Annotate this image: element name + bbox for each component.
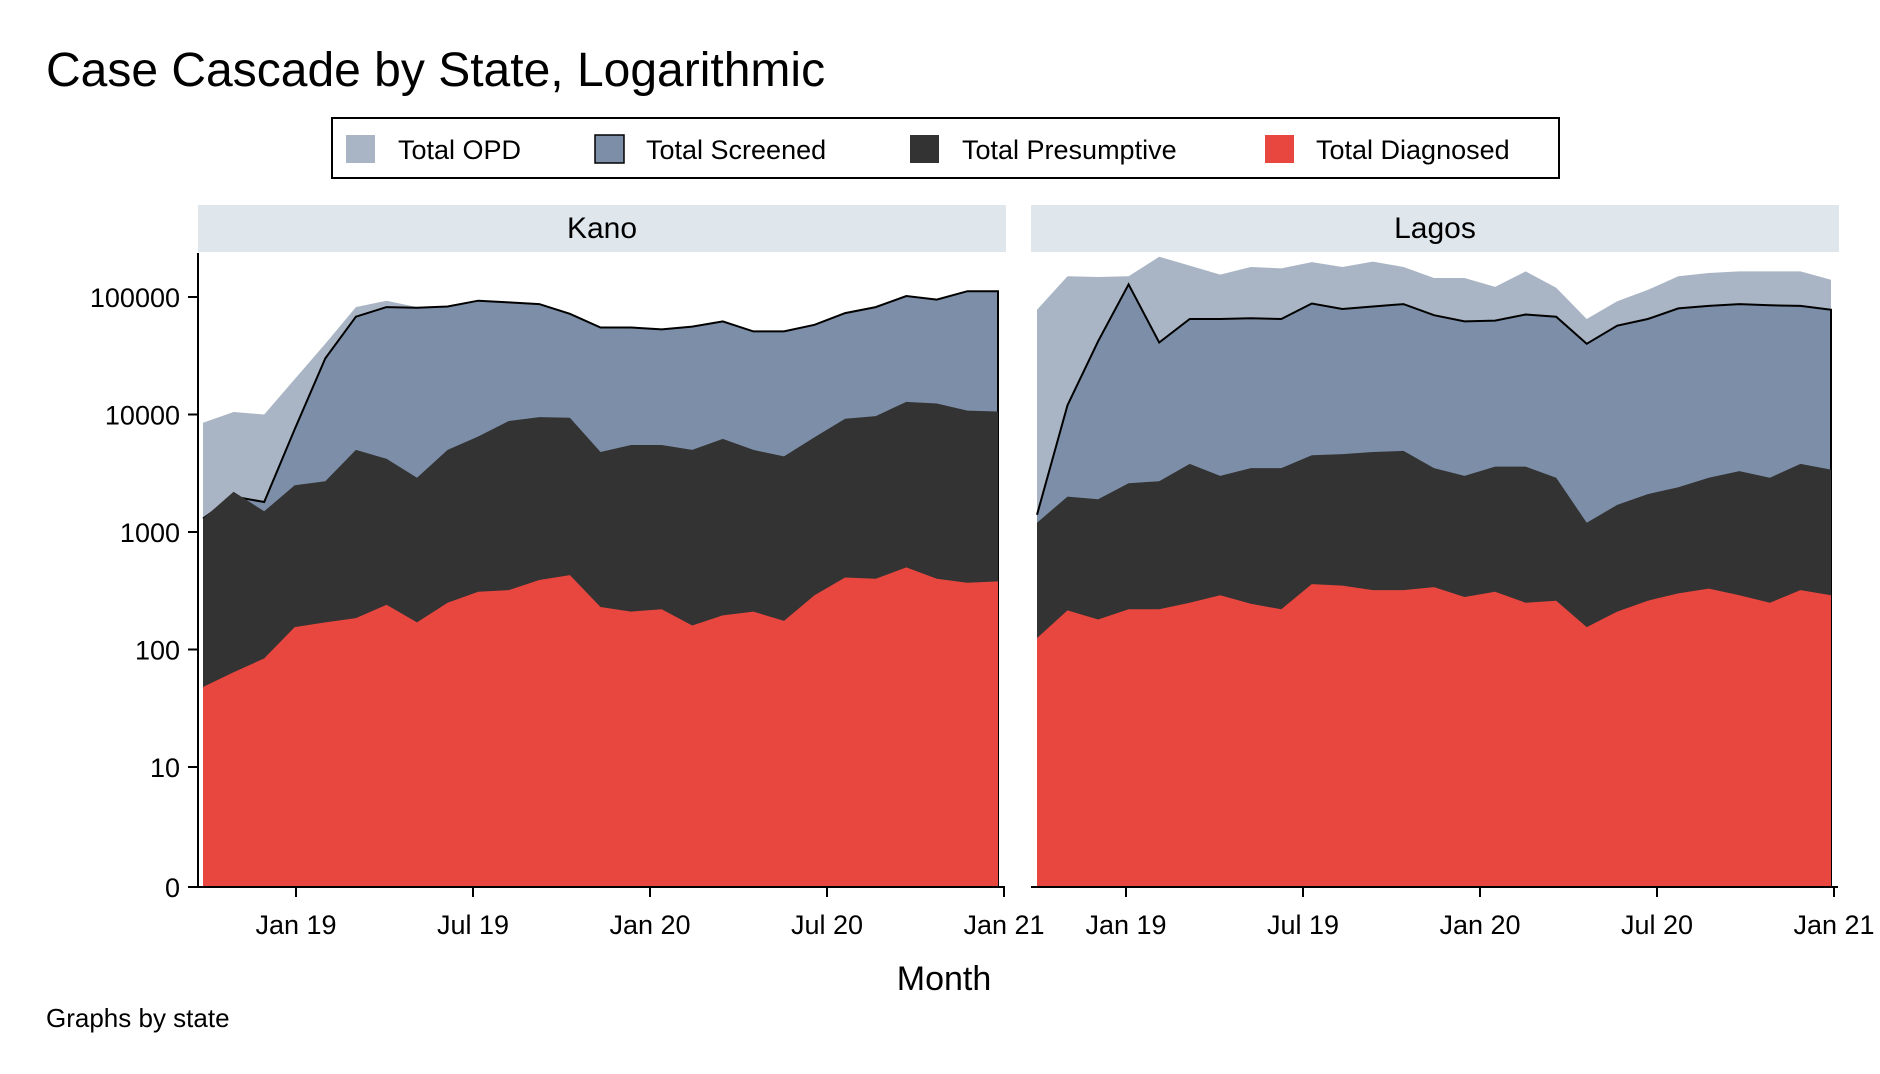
y-tick-label: 100000 bbox=[90, 283, 180, 313]
panel-header bbox=[1031, 205, 1839, 252]
x-tick-label: Jan 20 bbox=[609, 910, 690, 940]
chart-panels: Kano Jan 19 Jul 19 Jan 20 Jul 20 Jan 21 0 10 100… bbox=[90, 205, 1875, 940]
legend-swatch bbox=[910, 135, 939, 163]
panel-title: Lagos bbox=[1394, 212, 1476, 245]
legend-swatch bbox=[346, 135, 375, 163]
legend-label: Total Screened bbox=[646, 135, 826, 165]
x-tick-label: Jan 21 bbox=[1793, 910, 1874, 940]
legend-swatch bbox=[1265, 135, 1294, 163]
legend-label: Total Diagnosed bbox=[1316, 135, 1510, 165]
chart-title: Case Cascade by State, Logarithmic bbox=[46, 44, 825, 97]
series-line-total-screened bbox=[1036, 282, 1832, 887]
y-tick-label: 0 bbox=[165, 873, 180, 903]
x-tick-label: Jul 19 bbox=[437, 910, 509, 940]
legend: Total OPD Total Screened Total Presumptive… bbox=[331, 117, 1560, 179]
legend-label: Total Presumptive bbox=[962, 135, 1177, 165]
series-area-total-diagnosed bbox=[1037, 584, 1831, 887]
x-tick-label: Jul 20 bbox=[791, 910, 863, 940]
y-tick-label: 10 bbox=[150, 753, 180, 783]
x-tick-label: Jan 20 bbox=[1439, 910, 1520, 940]
panel-title: Kano bbox=[567, 212, 637, 245]
legend-label: Total OPD bbox=[398, 135, 521, 165]
x-tick-label: Jul 19 bbox=[1267, 910, 1339, 940]
legend-frame bbox=[331, 117, 1560, 179]
panel-kano: Kano Jan 19 Jul 19 Jan 20 Jul 20 Jan 21 0 10 100… bbox=[90, 205, 1045, 940]
x-tick-label: Jan 21 bbox=[963, 910, 1044, 940]
series-area-total-diagnosed bbox=[203, 567, 998, 887]
x-tick-label: Jul 20 bbox=[1621, 910, 1693, 940]
series-line-total-screened bbox=[202, 290, 999, 887]
panel-header bbox=[198, 205, 1006, 252]
legend-swatch bbox=[594, 134, 625, 164]
x-axis-label: Month bbox=[897, 960, 992, 998]
panel-lagos: Lagos Jan 19 Jul 19 Jan 20 Jul 20 Jan 21 bbox=[1031, 205, 1875, 940]
y-tick-label: 100 bbox=[135, 636, 180, 666]
y-tick-label: 1000 bbox=[120, 518, 180, 548]
y-tick-label: 10000 bbox=[105, 401, 180, 431]
x-tick-label: Jan 19 bbox=[1085, 910, 1166, 940]
x-tick-label: Jan 19 bbox=[255, 910, 336, 940]
note-text: Graphs by state bbox=[46, 1003, 230, 1033]
